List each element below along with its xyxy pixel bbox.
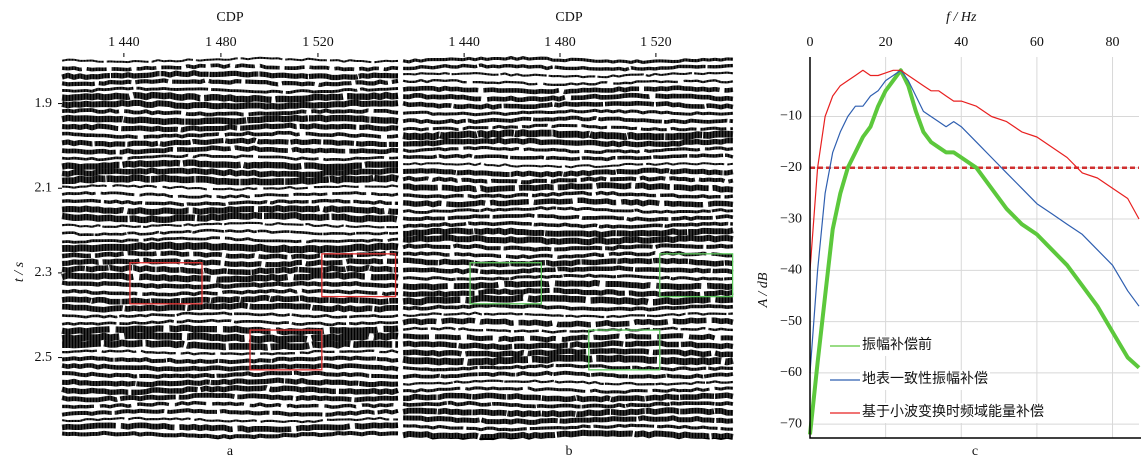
x-tick-label: 1 520	[640, 35, 672, 50]
x-tick-label: 40	[954, 35, 968, 50]
seismic-section	[61, 56, 399, 440]
seismic-section	[402, 55, 734, 441]
legend-label: 地表一致性振幅补偿	[862, 371, 988, 387]
x-tick-label: 80	[1106, 35, 1120, 50]
panel-label: a	[227, 444, 234, 459]
y-tick-label: −50	[780, 314, 802, 329]
y-axis-label: A / dB	[756, 272, 771, 308]
reflector	[402, 340, 734, 351]
series-line	[809, 69, 1140, 373]
series-line	[808, 68, 1141, 435]
legend-label: 振幅补偿前	[862, 336, 932, 353]
highlight-box	[321, 253, 397, 298]
series-line	[809, 69, 1140, 271]
x-tick-label: 1 480	[544, 35, 576, 50]
y-axis-label: t / s	[12, 261, 27, 282]
highlight-box	[249, 329, 323, 371]
panel-label: c	[972, 444, 978, 459]
x-tick-label: 0	[807, 35, 814, 50]
legend-bg	[860, 336, 934, 356]
y-tick-label: 2.3	[35, 265, 53, 280]
x-tick-label: 1 440	[108, 35, 140, 50]
y-tick-label: −60	[780, 365, 802, 380]
x-tick-label: 20	[879, 35, 893, 50]
x-axis-label: CDP	[216, 10, 243, 25]
x-tick-label: 1 480	[205, 35, 237, 50]
y-tick-label: −70	[780, 416, 802, 431]
axis-frame	[809, 57, 1141, 439]
x-tick-label: 1 440	[448, 35, 480, 50]
y-tick-label: −20	[780, 160, 802, 175]
reflector	[402, 92, 734, 103]
y-tick-label: −10	[780, 109, 802, 124]
y-tick-label: 1.9	[35, 96, 53, 111]
highlight-box	[659, 253, 734, 298]
y-tick-label: −30	[780, 211, 802, 226]
panel-label: b	[566, 444, 573, 459]
highlight-box	[588, 329, 661, 371]
legend-label: 基于小波变换时频域能量补偿	[862, 403, 1044, 420]
highlight-box	[469, 262, 542, 305]
x-axis-label: f / Hz	[946, 10, 977, 25]
x-tick-label: 1 520	[302, 35, 334, 50]
y-tick-label: 2.1	[35, 180, 53, 195]
y-tick-label: 2.5	[35, 350, 53, 365]
legend-bg	[860, 370, 990, 390]
x-tick-label: 60	[1030, 35, 1044, 50]
x-axis-label: CDP	[555, 10, 582, 25]
legend-bg	[860, 403, 1046, 423]
highlight-box	[129, 262, 203, 305]
y-tick-label: −40	[780, 263, 802, 278]
